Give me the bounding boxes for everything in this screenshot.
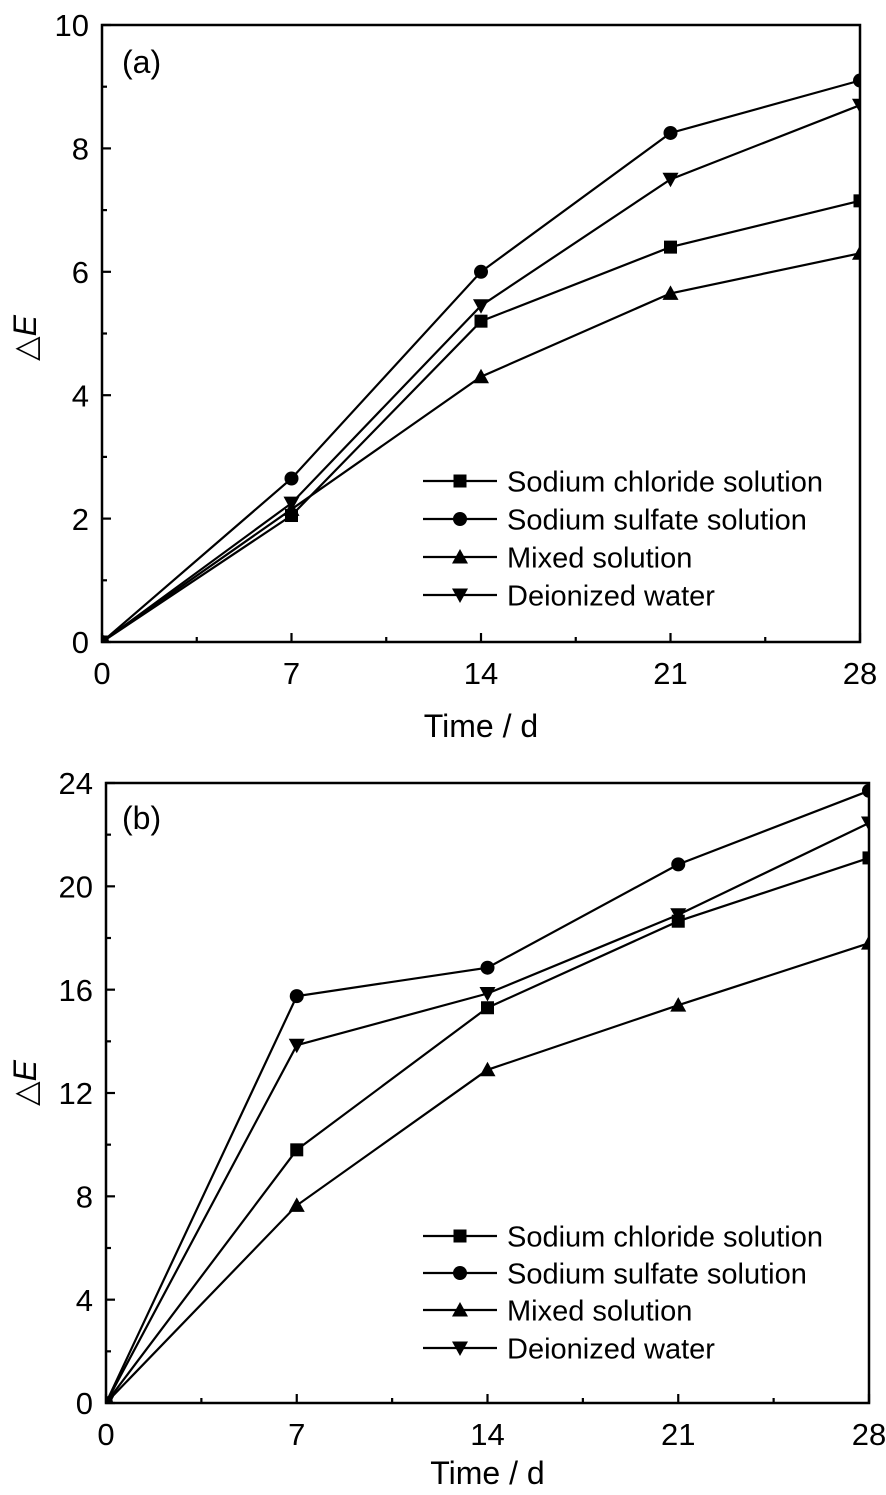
x-tick-label: 28 [843, 656, 877, 691]
data-point-marker [664, 240, 677, 254]
y-tick-label: 12 [59, 1076, 93, 1111]
data-point-marker [288, 1197, 305, 1212]
data-point-marker [473, 368, 489, 384]
data-point-marker [479, 987, 496, 1002]
x-tick-label: 7 [283, 656, 300, 691]
x-tick-label: 21 [661, 1417, 695, 1452]
data-point-marker [861, 935, 870, 950]
data-point-marker [670, 908, 687, 923]
data-point-marker [862, 851, 870, 865]
y-axis-label: △E [7, 314, 43, 361]
data-point-marker [862, 783, 870, 798]
series-group [102, 73, 861, 643]
x-tick-label: 7 [288, 1417, 305, 1452]
legend-item: Sodium chloride solution [423, 1221, 823, 1253]
x-tick-label: 0 [93, 656, 110, 691]
x-tick-label: 28 [852, 1417, 886, 1452]
data-point-marker [663, 125, 678, 140]
legend-marker [452, 588, 468, 603]
data-point-marker [288, 1038, 305, 1054]
series-line [106, 856, 870, 1404]
legend-marker [453, 1229, 467, 1243]
x-axis-label: Time / d [424, 708, 538, 744]
line-chart-a: 0 7 14 21 28 0 2 4 6 8 10 (a) Time / d △E Sodium chlor… [7, 8, 877, 744]
line-chart-b: 0 7 14 21 28 0 4 8 12 16 20 24 (b) Time / d △E Sodium c… [7, 766, 886, 1491]
legend-item: Mixed solution [423, 1295, 692, 1327]
data-point-marker [474, 314, 488, 328]
legend: Sodium chloride solution Sodium sulfate s… [423, 466, 823, 612]
legend-item: Sodium chloride solution [423, 466, 823, 498]
plot-frame [100, 23, 862, 644]
legend-label: Sodium chloride solution [507, 1221, 823, 1253]
legend-label: Mixed solution [507, 542, 692, 574]
y-tick-label: 8 [72, 132, 89, 167]
series-line [106, 822, 870, 1404]
data-point-marker [473, 299, 489, 314]
y-tick-label: 10 [55, 8, 89, 43]
legend-item: Deionized water [423, 1333, 715, 1365]
x-tick-label: 14 [470, 1417, 504, 1452]
data-point-marker [662, 285, 679, 300]
data-point-marker [853, 73, 861, 88]
chart-panel-a: 0 7 14 21 28 0 2 4 6 8 10 (a) Time / d △E Sodium chlor… [7, 8, 877, 744]
legend-item: Sodium sulfate solution [423, 1258, 807, 1290]
x-tick-label: 21 [653, 656, 687, 691]
legend-marker [452, 1302, 468, 1317]
legend-marker [453, 474, 467, 488]
data-point-marker [479, 1061, 496, 1077]
y-tick-label: 0 [76, 1386, 93, 1421]
legend-label: Sodium sulfate solution [507, 1258, 807, 1290]
y-tick-label: 20 [59, 869, 93, 904]
data-point-marker [671, 857, 686, 872]
chart-panel-b: 0 7 14 21 28 0 4 8 12 16 20 24 (b) Time / d △E Sodium c… [0, 750, 886, 1495]
data-point-marker [284, 471, 299, 486]
legend-marker [452, 549, 468, 564]
data-point-marker [852, 245, 861, 260]
data-point-marker [852, 98, 861, 114]
y-tick-label: 4 [72, 378, 89, 413]
legend-label: Sodium sulfate solution [507, 504, 807, 536]
x-axis-label: Time / d [430, 1455, 544, 1491]
data-point-marker [106, 1396, 114, 1404]
x-tick-label: 0 [97, 1417, 114, 1452]
data-point-marker [662, 172, 679, 188]
legend-label: Mixed solution [507, 1295, 692, 1327]
series-group [106, 783, 870, 1404]
y-tick-label: 6 [72, 255, 89, 290]
data-point-marker [289, 989, 304, 1004]
series-line [106, 789, 870, 1404]
panel-label: (a) [122, 44, 161, 80]
y-tick-label: 24 [59, 766, 93, 801]
legend-item: Deionized water [423, 580, 715, 612]
x-tick-label: 14 [464, 656, 498, 691]
data-point-marker [670, 997, 687, 1012]
y-axis-label: △E [7, 1059, 43, 1106]
legend-item: Mixed solution [423, 542, 692, 574]
data-point-marker [102, 635, 110, 643]
y-tick-label: 0 [72, 625, 89, 660]
legend-label: Deionized water [507, 580, 715, 612]
y-tick-label: 2 [72, 502, 89, 537]
legend-marker [453, 1266, 467, 1280]
legend: Sodium chloride solution Sodium sulfate s… [423, 1221, 823, 1365]
legend-marker [453, 512, 467, 526]
data-point-marker [481, 1001, 494, 1015]
y-tick-label: 16 [59, 973, 93, 1008]
data-point-marker [290, 1143, 304, 1157]
panel-label: (b) [122, 800, 161, 836]
y-tick-label: 8 [76, 1179, 93, 1214]
legend-marker [452, 1341, 468, 1356]
data-point-marker [474, 264, 488, 279]
legend-item: Sodium sulfate solution [423, 504, 807, 536]
data-point-marker [480, 960, 495, 975]
data-point-marker [853, 194, 861, 208]
legend-label: Sodium chloride solution [507, 466, 823, 498]
data-point-marker [861, 816, 870, 832]
legend-label: Deionized water [507, 1333, 715, 1365]
y-tick-label: 4 [76, 1283, 93, 1318]
data-point-marker [283, 496, 300, 512]
